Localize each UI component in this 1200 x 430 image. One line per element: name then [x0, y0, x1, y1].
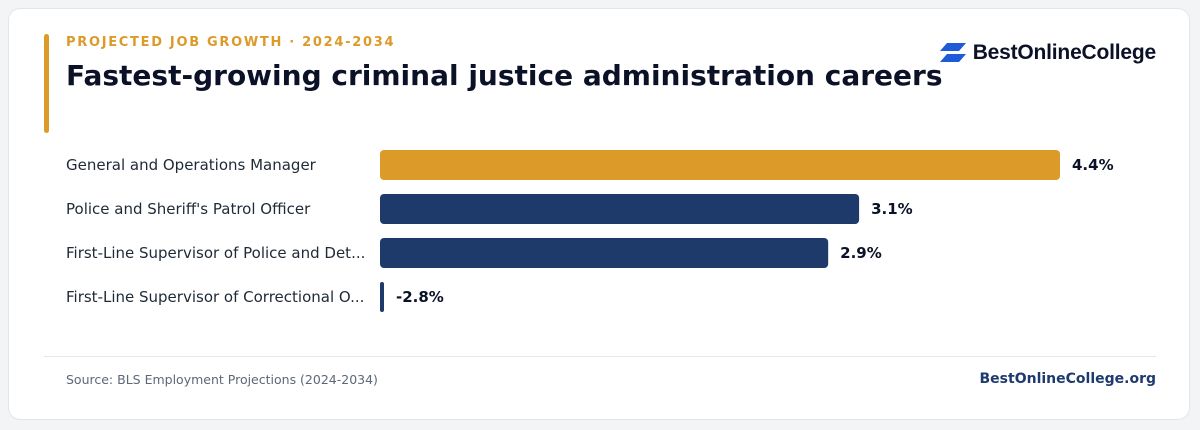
- site-link[interactable]: BestOnlineCollege.org: [979, 371, 1156, 387]
- brand-name: BestOnlineCollege: [972, 41, 1157, 64]
- category-label: General and Operations Manager: [66, 156, 317, 174]
- brand-logo-icon: [939, 43, 966, 62]
- footer-divider: [44, 356, 1156, 357]
- brand-logo: BestOnlineCollege: [939, 41, 1157, 65]
- value-label: 2.9%: [840, 244, 882, 262]
- value-label: -2.8%: [396, 288, 444, 306]
- bar: [380, 150, 1060, 180]
- chart-title: Fastest-growing criminal justice adminis…: [66, 59, 943, 92]
- category-label: First-Line Supervisor of Correctional O.…: [66, 288, 364, 306]
- bar: [380, 282, 384, 312]
- title-accent-bar: [44, 34, 49, 133]
- value-label: 4.4%: [1072, 156, 1114, 174]
- category-label: First-Line Supervisor of Police and Det.…: [66, 244, 365, 262]
- bar: [380, 194, 860, 224]
- category-label: Police and Sheriff's Patrol Officer: [66, 200, 311, 218]
- value-label: 3.1%: [871, 200, 913, 218]
- source-note: Source: BLS Employment Projections (2024…: [66, 372, 378, 387]
- bar: [380, 238, 829, 268]
- chart-card: PROJECTED JOB GROWTH · 2024-2034 Fastest…: [8, 8, 1190, 420]
- chart-eyebrow: PROJECTED JOB GROWTH · 2024-2034: [66, 35, 396, 50]
